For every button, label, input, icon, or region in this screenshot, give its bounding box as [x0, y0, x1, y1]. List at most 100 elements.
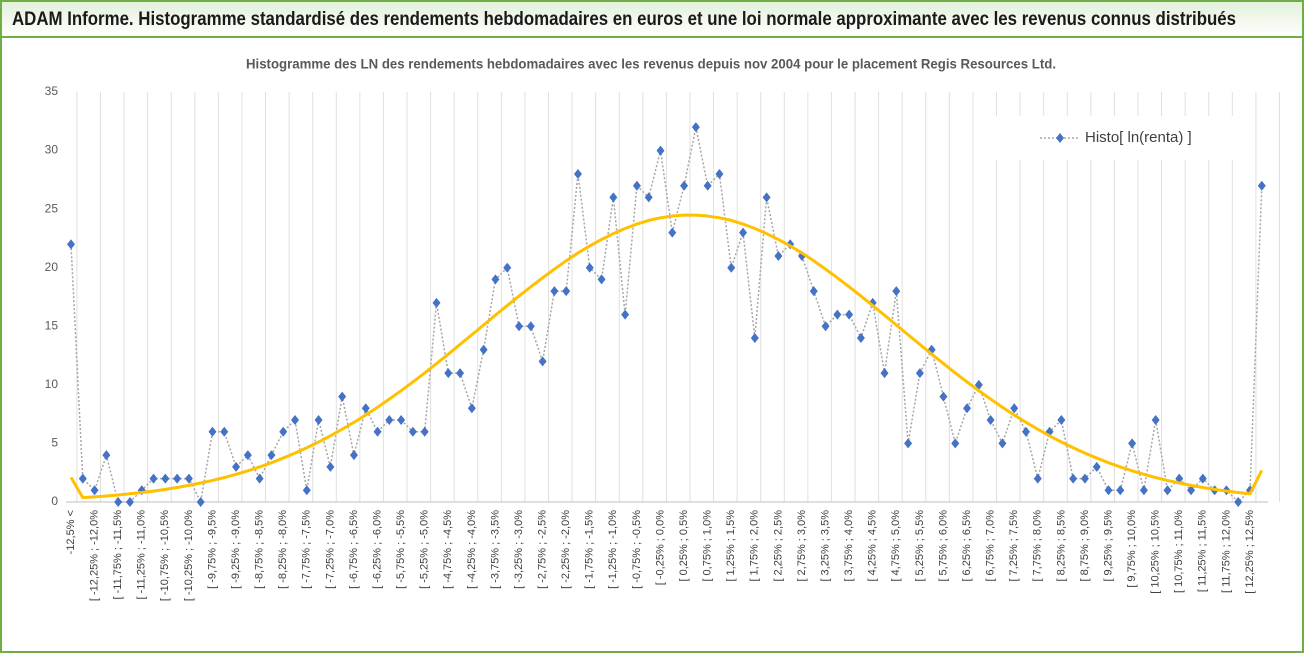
data-point [562, 286, 571, 297]
x-tick-label: -12,5% < [65, 510, 77, 554]
data-point [750, 333, 759, 343]
x-tick-label: [ -11,25% ; -11,0% [136, 510, 148, 600]
x-tick-label: [ -5,25% ; -5,0% [419, 510, 431, 589]
data-point [621, 309, 630, 320]
series-line [70, 126, 1263, 505]
data-point [279, 426, 288, 437]
data-point [892, 286, 901, 297]
x-tick-label: [ 0,25% ; 0,5% [678, 510, 690, 582]
x-tick-label: [ -8,75% ; -8,5% [254, 510, 266, 589]
x-tick-label: [ 9,25% ; 9,5% [1102, 510, 1114, 582]
x-tick-label: [ 3,25% ; 3,5% [819, 510, 831, 582]
data-point [125, 497, 134, 507]
data-point [644, 192, 653, 203]
x-tick-label: [ -10,75% ; -10,5% [159, 510, 171, 601]
data-point [408, 426, 417, 437]
data-point [1021, 426, 1030, 437]
x-tick-label: [ -3,75% ; -3,5% [489, 510, 501, 589]
data-point [939, 391, 948, 402]
data-point [1163, 485, 1172, 496]
data-point [526, 321, 535, 332]
data-point [573, 169, 582, 179]
data-point [479, 344, 488, 355]
data-point [420, 426, 429, 437]
data-point [833, 309, 842, 320]
data-point [102, 450, 111, 461]
x-tick-label: [ -0,25% ; 0,0% [654, 510, 666, 585]
data-point [1257, 180, 1266, 191]
data-point [338, 391, 347, 402]
x-tick-label: [ -2,75% ; -2,5% [537, 510, 549, 589]
x-tick-label: [ 10,25% ; 10,5% [1150, 510, 1162, 594]
data-point [1198, 473, 1207, 484]
x-tick-label: [ -11,75% ; -11,5% [112, 510, 124, 600]
y-tick-label: 15 [45, 318, 59, 332]
data-point [845, 309, 854, 320]
x-tick-label: [ 2,25% ; 2,5% [772, 510, 784, 582]
data-point [1057, 415, 1066, 425]
data-point [951, 438, 960, 449]
data-point [1104, 485, 1113, 496]
data-point [432, 297, 441, 308]
x-tick-label: [ 10,75% ; 11,0% [1173, 510, 1185, 593]
data-point [373, 426, 382, 437]
data-point [491, 274, 500, 285]
x-tick-label: [ 1,25% ; 1,5% [725, 510, 737, 582]
data-point [397, 415, 406, 425]
y-tick-label: 5 [51, 436, 58, 450]
x-tick-label: [ -12,25% ; -12,0% [88, 510, 100, 601]
x-tick-label: [ 6,75% ; 7,0% [985, 510, 997, 582]
x-tick-label: [ -9,25% ; -9,0% [230, 510, 242, 589]
x-tick-label: [ -1,75% ; -1,5% [584, 510, 596, 589]
chart-title: Histogramme des LN des rendements hebdom… [246, 56, 1056, 72]
x-tick-label: [ 3,75% ; 4,0% [843, 510, 855, 582]
data-point [703, 180, 712, 191]
data-point [656, 145, 665, 156]
data-point [585, 262, 594, 273]
y-tick-label: 35 [45, 84, 59, 98]
x-tick-label: [ -8,25% ; -8,0% [277, 510, 289, 589]
data-point [267, 450, 276, 461]
data-point [232, 461, 241, 472]
data-point [161, 473, 170, 484]
data-point [1139, 485, 1148, 496]
x-tick-label: [ -4,75% ; -4,5% [442, 510, 454, 589]
data-point [538, 356, 547, 367]
data-point [184, 473, 193, 484]
data-point [986, 415, 995, 425]
data-point [821, 321, 830, 332]
x-tick-label: [ -9,75% ; -9,5% [206, 510, 218, 589]
legend-box [996, 116, 1244, 160]
data-point [1116, 485, 1125, 496]
data-point [597, 274, 606, 285]
x-tick-label: [ 0,75% ; 1,0% [702, 510, 714, 582]
data-point [90, 485, 99, 496]
data-point [550, 286, 559, 297]
x-tick-label: [ -2,25% ; -2,0% [560, 510, 572, 589]
data-point [680, 180, 689, 191]
data-point [114, 497, 123, 507]
data-point [503, 262, 512, 273]
x-tick-label: [ 12,25% ; 12,5% [1244, 510, 1256, 594]
x-tick-label: [ 11,75% ; 12,0% [1220, 510, 1232, 593]
x-tick-label: [ -6,75% ; -6,5% [348, 510, 360, 589]
x-tick-label: [ -3,25% ; -3,0% [513, 510, 525, 589]
data-point [196, 497, 205, 507]
x-tick-label: [ 9,75% ; 10,0% [1126, 510, 1138, 588]
data-point [444, 368, 453, 379]
data-point [78, 473, 87, 484]
x-tick-label: [ 5,25% ; 5,5% [914, 510, 926, 582]
x-tick-label: [ 4,25% ; 4,5% [867, 510, 879, 582]
data-point [1080, 473, 1089, 484]
y-tick-label: 0 [51, 494, 58, 508]
data-point [609, 192, 618, 203]
plot-area: 0 5 10 15 20 25 30 35 -12,5% < [ -12,25% ; -12,0%… [45, 84, 1280, 601]
data-point [173, 473, 182, 484]
x-tick-label: [ -1,25% ; -1,0% [607, 510, 619, 589]
data-point [349, 450, 358, 461]
data-point [963, 403, 972, 414]
data-point [1187, 485, 1196, 496]
data-point [456, 368, 465, 379]
data-point [291, 415, 300, 425]
